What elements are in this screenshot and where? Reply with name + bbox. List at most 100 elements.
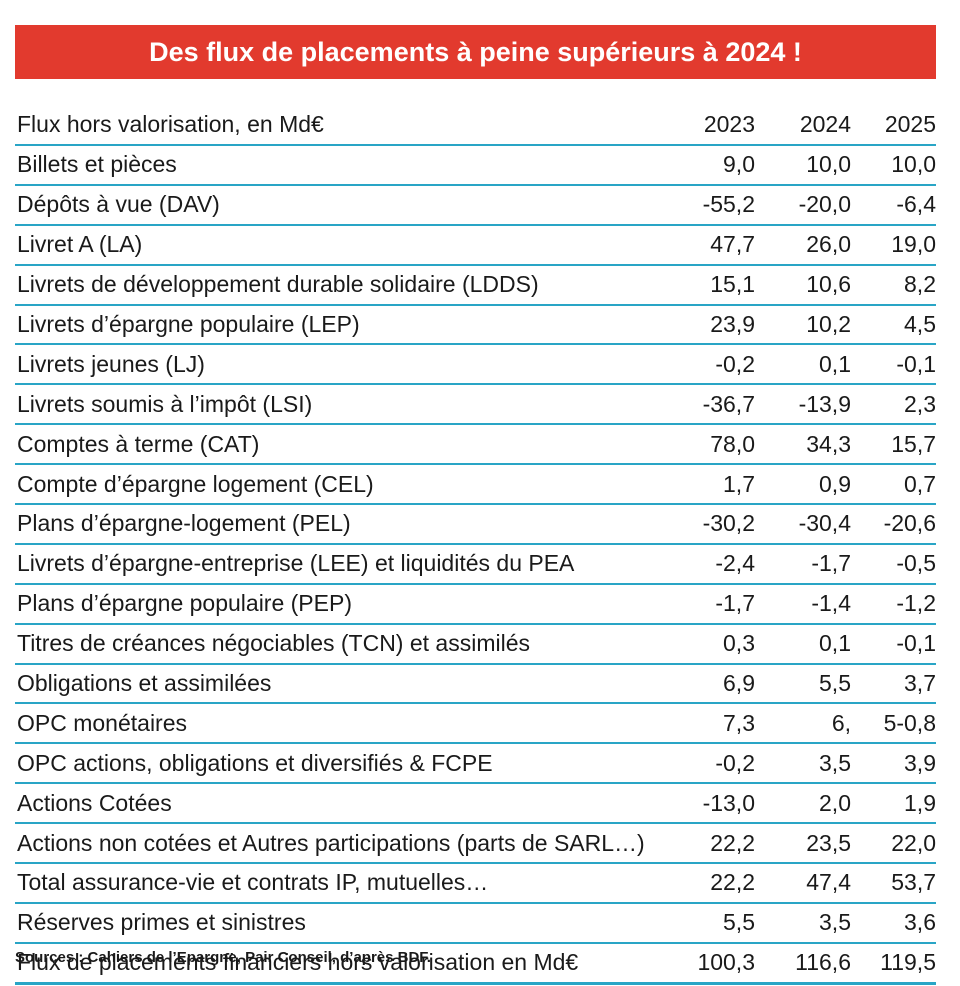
cell-value: 23,5 [755, 823, 851, 865]
row-label: Actions non cotées et Autres participati… [15, 823, 669, 865]
column-header-2024: 2024 [755, 104, 851, 146]
table-row: Livrets de développement durable solidai… [15, 264, 936, 306]
table-row: OPC actions, obligations et diversifiés … [15, 743, 936, 785]
row-label: Actions Cotées [15, 783, 669, 825]
table-row: Livrets soumis à l’impôt (LSI) -36,7 -13,9… [15, 384, 936, 426]
cell-value: 78,0 [669, 424, 755, 466]
cell-value: 3,5 [755, 743, 851, 785]
cell-value: 53,7 [851, 863, 936, 904]
table-row: Comptes à terme (CAT) 78,0 34,3 15,7 [15, 424, 936, 466]
cell-value: 10,2 [755, 304, 851, 346]
table-row: Billets et pièces 9,0 10,0 10,0 [15, 145, 936, 186]
table-row: Livret A (LA) 47,7 26,0 19,0 [15, 224, 936, 266]
cell-value: -30,2 [669, 504, 755, 545]
cell-value: 47,4 [755, 863, 851, 904]
cell-value: 0,9 [755, 464, 851, 506]
table-row: Total assurance-vie et contrats IP, mutu… [15, 863, 936, 904]
cell-value: -0,5 [851, 543, 936, 585]
cell-value: -0,1 [851, 344, 936, 386]
cell-value: 9,0 [669, 145, 755, 186]
row-label: Plans d’épargne populaire (PEP) [15, 583, 669, 625]
cell-value: 2,0 [755, 783, 851, 825]
table-row: Obligations et assimilées 6,9 5,5 3,7 [15, 663, 936, 705]
table-row: Livrets d’épargne populaire (LEP) 23,9 10,… [15, 304, 936, 346]
table-body: Billets et pièces 9,0 10,0 10,0 Dépôts à vue… [15, 145, 936, 985]
row-label: Livret A (LA) [15, 224, 669, 266]
table-row: Plans d’épargne-logement (PEL) -30,2 -30,4… [15, 504, 936, 545]
cell-value: -1,7 [669, 583, 755, 625]
cell-value: -55,2 [669, 184, 755, 226]
cell-value: 3,9 [851, 743, 936, 785]
table-row: Titres de créances négociables (TCN) et … [15, 623, 936, 665]
row-label: OPC monétaires [15, 703, 669, 745]
cell-value: 6,9 [669, 663, 755, 705]
cell-value: 10,0 [851, 145, 936, 186]
row-label: Titres de créances négociables (TCN) et … [15, 623, 669, 665]
cell-value: 34,3 [755, 424, 851, 466]
row-label: Plans d’épargne-logement (PEL) [15, 504, 669, 545]
table-row: Compte d’épargne logement (CEL) 1,7 0,9 0,7 [15, 464, 936, 506]
cell-value: 1,7 [669, 464, 755, 506]
cell-value: 2,3 [851, 384, 936, 426]
cell-value: -13,0 [669, 783, 755, 825]
row-label: Livrets soumis à l’impôt (LSI) [15, 384, 669, 426]
cell-value: 5,5 [755, 663, 851, 705]
cell-value: 23,9 [669, 304, 755, 346]
chart-title: Des flux de placements à peine supérieur… [15, 25, 936, 79]
table-row: Livrets jeunes (LJ) -0,2 0,1 -0,1 [15, 344, 936, 386]
row-label: Obligations et assimilées [15, 663, 669, 705]
cell-value: 3,7 [851, 663, 936, 705]
data-table: Flux hors valorisation, en Md€ 2023 2024… [15, 104, 936, 985]
cell-value: -36,7 [669, 384, 755, 426]
cell-value: 119,5 [851, 942, 936, 985]
cell-value: 8,2 [851, 264, 936, 306]
row-label: Comptes à terme (CAT) [15, 424, 669, 466]
cell-value: 5-0,8 [851, 703, 936, 745]
header-row: Flux hors valorisation, en Md€ 2023 2024… [15, 104, 936, 146]
cell-value: 7,3 [669, 703, 755, 745]
table-row: Réserves primes et sinistres 5,5 3,5 3,6 [15, 902, 936, 944]
table-row: Livrets d’épargne-entreprise (LEE) et li… [15, 543, 936, 585]
cell-value: 0,1 [755, 623, 851, 665]
cell-value: 3,6 [851, 902, 936, 944]
table-row: Actions non cotées et Autres participati… [15, 823, 936, 865]
table-row: Plans d’épargne populaire (PEP) -1,7 -1,4-… [15, 583, 936, 625]
cell-value: 15,7 [851, 424, 936, 466]
cell-value: 0,1 [755, 344, 851, 386]
row-label: Réserves primes et sinistres [15, 902, 669, 944]
cell-value: 1,9 [851, 783, 936, 825]
row-label: Livrets de développement durable solidai… [15, 264, 669, 306]
cell-value: 10,0 [755, 145, 851, 186]
table-row: Dépôts à vue (DAV) -55,2 -20,0 -6,4 [15, 184, 936, 226]
cell-value: 22,2 [669, 863, 755, 904]
table-row: Flux de placements financiers hors valor… [15, 942, 936, 985]
cell-value: -1,2 [851, 583, 936, 625]
row-label: Total assurance-vie et contrats IP, mutu… [15, 863, 669, 904]
row-label: Livrets d’épargne populaire (LEP) [15, 304, 669, 346]
cell-value: -0,2 [669, 743, 755, 785]
cell-value: -20,0 [755, 184, 851, 226]
table-row: Actions Cotées -13,0 2,0 1,9 [15, 783, 936, 825]
cell-value: 100,3 [669, 942, 755, 985]
cell-value: -20,6 [851, 504, 936, 545]
row-label: Dépôts à vue (DAV) [15, 184, 669, 226]
column-header-2023: 2023 [669, 104, 755, 146]
column-header-label: Flux hors valorisation, en Md€ [15, 104, 669, 146]
source-note: Sources : Cahiers de l’Epargne, Pair Con… [15, 949, 431, 966]
cell-value: 15,1 [669, 264, 755, 306]
column-header-2025: 2025 [851, 104, 936, 146]
cell-value: -1,4 [755, 583, 851, 625]
cell-value: 47,7 [669, 224, 755, 266]
cell-value: -0,2 [669, 344, 755, 386]
cell-value: -0,1 [851, 623, 936, 665]
cell-value: -30,4 [755, 504, 851, 545]
cell-value: 10,6 [755, 264, 851, 306]
table-row: OPC monétaires 7,3 6, 5-0,8 [15, 703, 936, 745]
row-label: Livrets jeunes (LJ) [15, 344, 669, 386]
cell-value: 5,5 [669, 902, 755, 944]
cell-value: 4,5 [851, 304, 936, 346]
row-label: OPC actions, obligations et diversifiés … [15, 743, 669, 785]
cell-value: 0,3 [669, 623, 755, 665]
cell-value: 19,0 [851, 224, 936, 266]
cell-value: -1,7 [755, 543, 851, 585]
